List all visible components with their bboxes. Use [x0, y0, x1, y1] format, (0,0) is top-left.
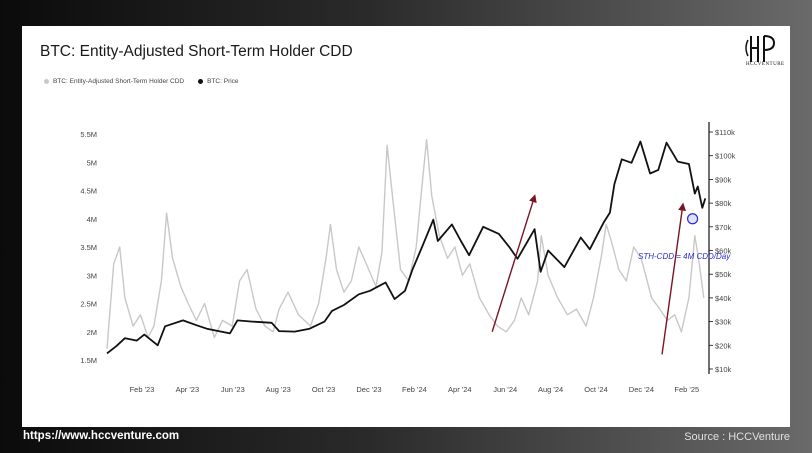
- footer-source: Source : HCCVenture: [684, 431, 790, 443]
- chart-legend: BTC: Entity-Adjusted Short-Term Holder C…: [44, 78, 239, 85]
- right-tick-label: $20k: [715, 341, 732, 350]
- x-tick-label: Aug '23: [266, 385, 291, 394]
- x-tick-label: Jun '24: [493, 385, 517, 394]
- x-tick-label: Feb '24: [402, 385, 427, 394]
- right-axis: $10k $20k $30k $40k $50k $60k $70k $80k $90k $100…: [708, 122, 736, 374]
- trend-arrow: [661, 202, 687, 355]
- highlight-circle-marker: [686, 213, 699, 225]
- trend-arrow: [491, 194, 537, 332]
- x-tick-label: Jun '23: [221, 385, 245, 394]
- right-tick-label: $110k: [715, 128, 735, 137]
- right-tick-label: $100k: [715, 152, 736, 161]
- left-axis: 1.5M 2M 2.5M 3M 3.5M 4M 4.5M 5M 5.5M: [80, 130, 97, 365]
- series-line-price: [106, 140, 707, 355]
- sth-cdd-annotation-label: STH-CDD = 4M CDD/Day: [638, 252, 731, 261]
- left-tick-label: 5.5M: [80, 130, 97, 139]
- legend-label-price: BTC: Price: [207, 78, 239, 85]
- right-tick-label: $80k: [715, 199, 732, 208]
- chart-card: BTC: Entity-Adjusted Short-Term Holder C…: [22, 26, 790, 427]
- x-tick-label: Oct '23: [312, 385, 336, 394]
- legend-item-cdd[interactable]: BTC: Entity-Adjusted Short-Term Holder C…: [44, 78, 184, 85]
- x-tick-label: Feb '23: [130, 385, 155, 394]
- right-tick-label: $90k: [715, 175, 732, 184]
- footer-website-link[interactable]: https://www.hccventure.com: [23, 430, 180, 442]
- x-tick-label: Aug '24: [538, 385, 563, 394]
- legend-label-cdd: BTC: Entity-Adjusted Short-Term Holder C…: [53, 78, 185, 85]
- logo-wordmark: HCCVENTURE: [746, 62, 785, 67]
- series-layer: [106, 138, 707, 355]
- left-tick-label: 1.5M: [80, 356, 97, 365]
- chart-plot: 1.5M 2M 2.5M 3M 3.5M 4M 4.5M 5M 5.5M $10k $20k $30…: [80, 122, 736, 394]
- x-tick-label: Oct '24: [584, 385, 608, 394]
- x-tick-label: Feb '25: [674, 385, 699, 394]
- right-tick-label: $70k: [715, 223, 732, 232]
- series-line-cdd: [106, 138, 705, 349]
- left-tick-label: 4.5M: [80, 187, 97, 196]
- x-tick-label: Dec '23: [356, 385, 381, 394]
- left-tick-label: 4M: [87, 215, 97, 224]
- left-tick-label: 2.5M: [80, 300, 97, 309]
- legend-item-price[interactable]: BTC: Price: [198, 78, 239, 85]
- chart-title: BTC: Entity-Adjusted Short-Term Holder C…: [40, 43, 353, 60]
- x-tick-label: Apr '24: [448, 385, 472, 394]
- right-tick-label: $10k: [715, 365, 732, 374]
- left-tick-label: 3.5M: [80, 243, 97, 252]
- legend-swatch-price: [198, 79, 204, 84]
- right-tick-label: $60k: [715, 247, 732, 256]
- x-tick-label: Dec '24: [629, 385, 654, 394]
- x-tick-label: Apr '23: [176, 385, 200, 394]
- hccventure-monogram-icon: [745, 35, 776, 62]
- annotation-layer: [491, 194, 699, 355]
- left-tick-label: 5M: [87, 158, 97, 167]
- right-tick-label: $30k: [715, 318, 732, 327]
- left-tick-label: 3M: [87, 271, 97, 280]
- right-tick-label: $40k: [715, 294, 732, 303]
- x-axis: Feb '23 Apr '23 Jun '23 Aug '23 Oct '23 Dec '…: [130, 385, 700, 394]
- right-tick-label: $50k: [715, 270, 732, 279]
- left-tick-label: 2M: [87, 328, 97, 337]
- legend-swatch-cdd: [44, 79, 49, 84]
